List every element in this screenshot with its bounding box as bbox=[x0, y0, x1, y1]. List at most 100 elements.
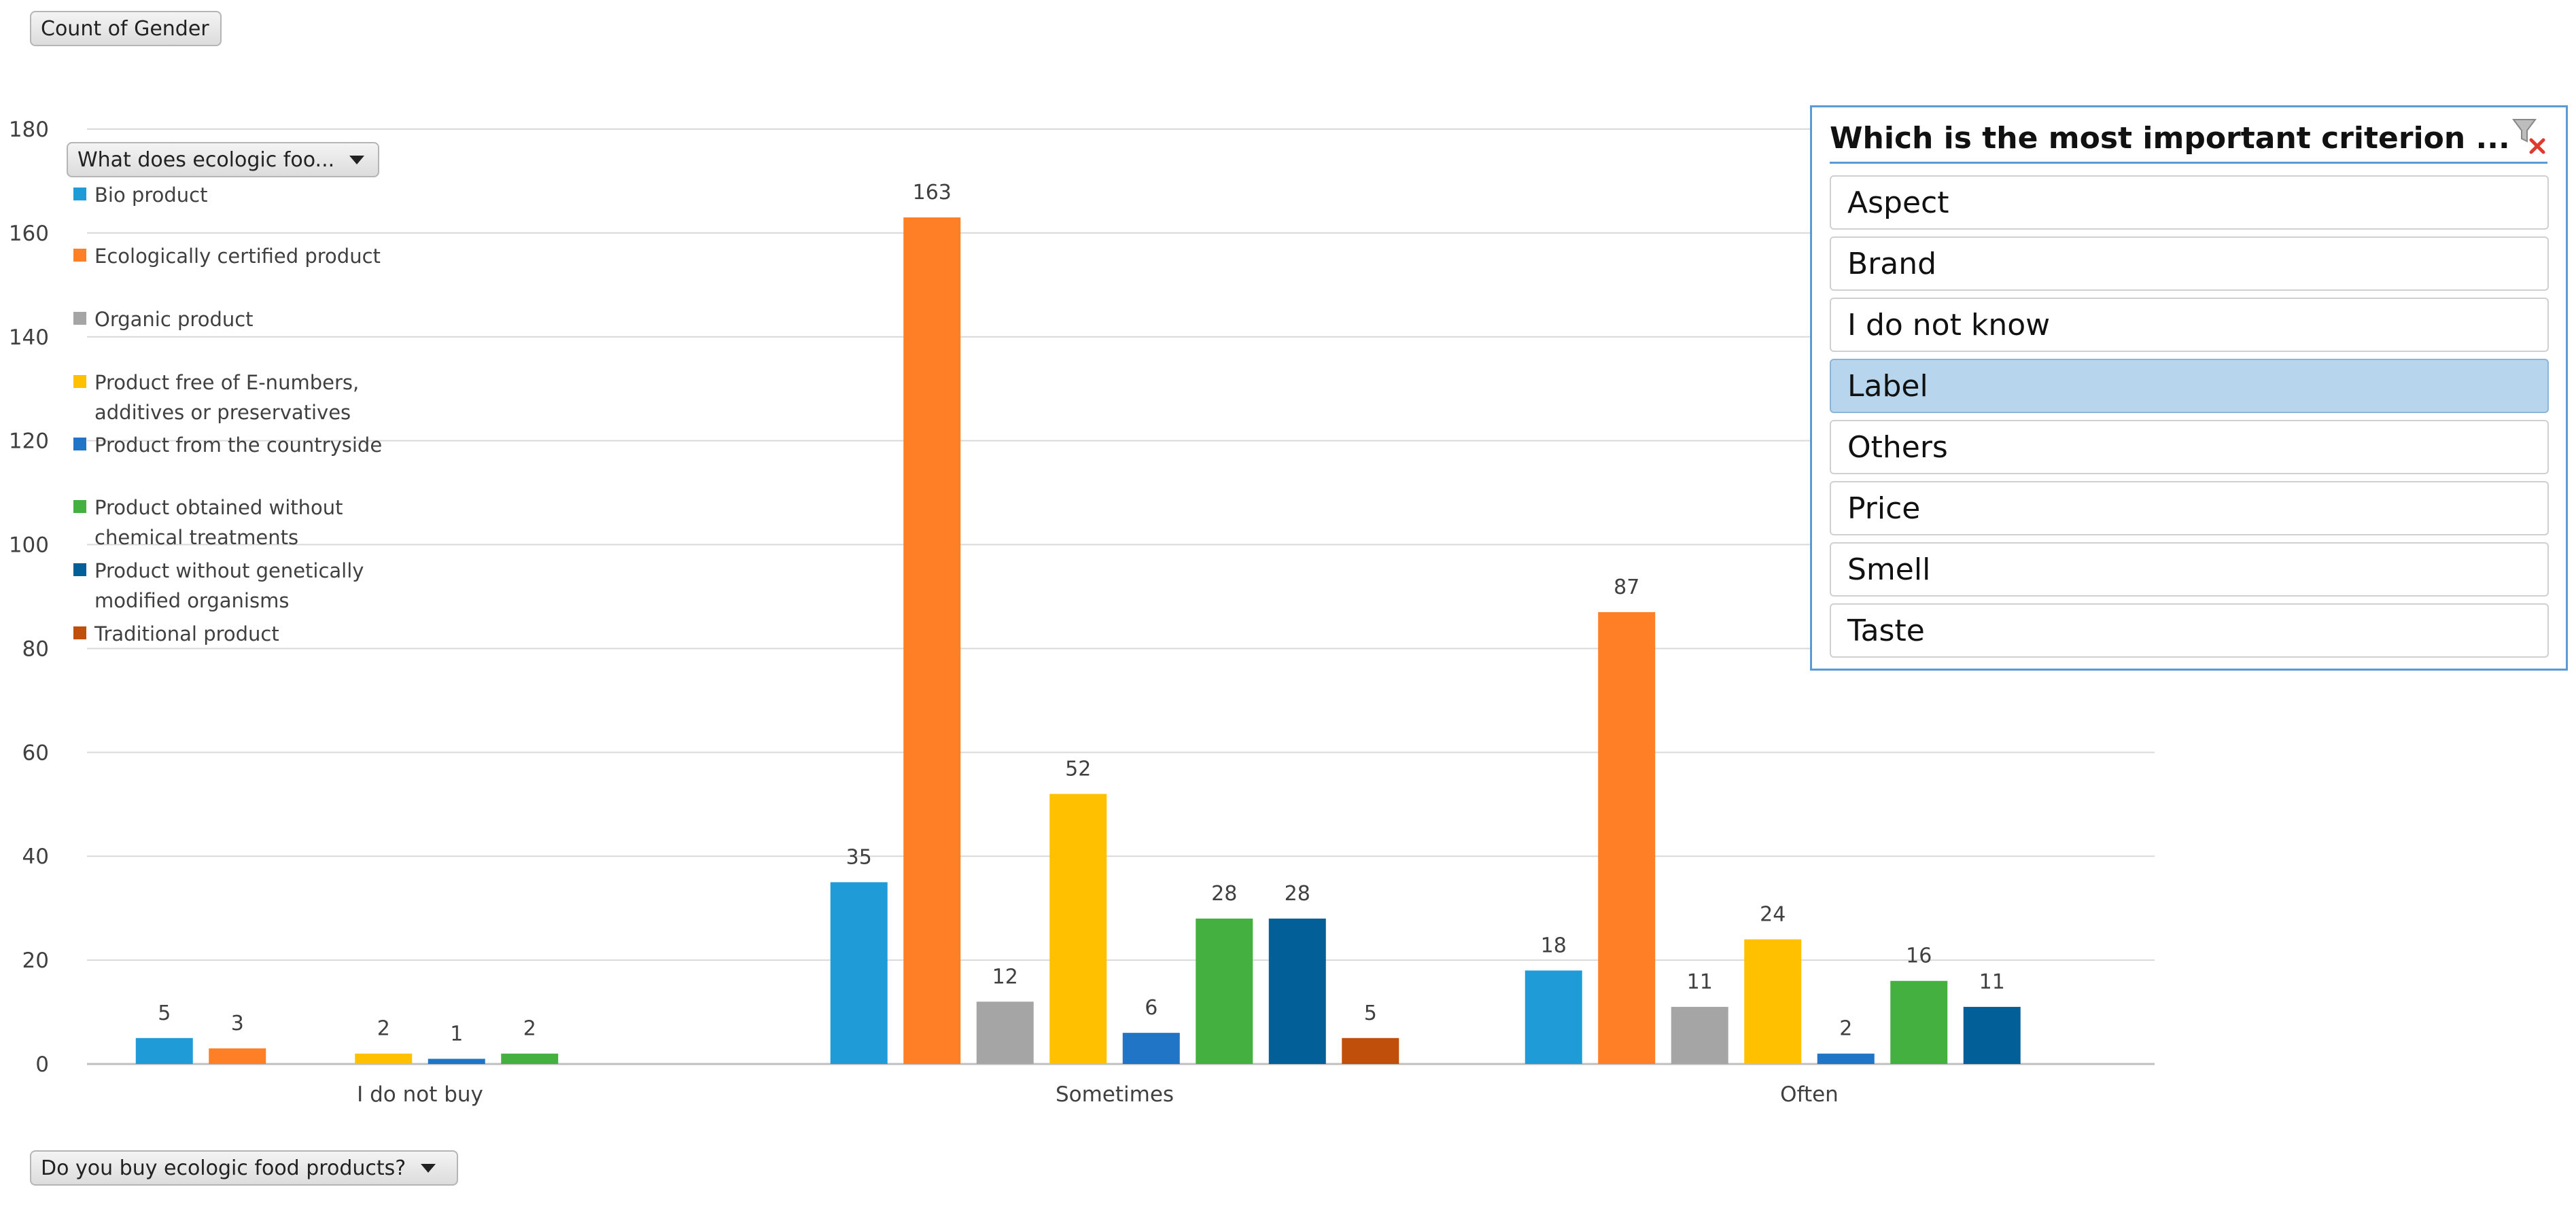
bar bbox=[1196, 918, 1253, 1064]
bar bbox=[1671, 1006, 1728, 1064]
slicer-item-aspect[interactable]: Aspect bbox=[1830, 175, 2549, 230]
bar bbox=[976, 1001, 1034, 1064]
y-tick-label: 140 bbox=[9, 325, 49, 350]
y-axis-ticks: 0 20 40 60 80 100 120 140 160 180 bbox=[9, 118, 49, 1077]
legend-item: Bio product bbox=[73, 180, 387, 210]
bar bbox=[1342, 1037, 1399, 1064]
data-label: 2 bbox=[523, 1017, 536, 1041]
bar bbox=[501, 1053, 559, 1064]
slicer-item-label[interactable]: Label bbox=[1830, 359, 2549, 413]
bar bbox=[830, 882, 888, 1064]
y-tick-label: 160 bbox=[9, 221, 49, 246]
legend-item: Product free of E-numbers, additives or … bbox=[73, 368, 387, 427]
bar bbox=[1268, 918, 1326, 1064]
data-label: 24 bbox=[1760, 903, 1786, 927]
bar bbox=[355, 1053, 413, 1064]
bar bbox=[1122, 1033, 1180, 1064]
legend-item: Organic product bbox=[73, 304, 387, 334]
data-label: 2 bbox=[377, 1017, 390, 1041]
data-label: 16 bbox=[1906, 944, 1932, 968]
axis-field-button[interactable]: Do you buy ecologic food products? bbox=[30, 1150, 458, 1186]
legend-item: Traditional product bbox=[73, 619, 387, 649]
axis-field-label: Do you buy ecologic food products? bbox=[41, 1156, 406, 1180]
data-label: 2 bbox=[1839, 1017, 1852, 1041]
data-label: 28 bbox=[1285, 882, 1310, 906]
bar bbox=[1817, 1053, 1875, 1064]
bar bbox=[1890, 980, 1948, 1064]
x-tick-label: I do not buy bbox=[357, 1082, 483, 1107]
data-label: 5 bbox=[1364, 1001, 1377, 1025]
legend-item: Product from the countryside bbox=[73, 430, 387, 460]
slicer-item-smell[interactable]: Smell bbox=[1830, 542, 2549, 597]
legend-swatch bbox=[73, 375, 86, 388]
slicer-item-i-do-not-know[interactable]: I do not know bbox=[1830, 298, 2549, 352]
data-label: 52 bbox=[1065, 757, 1091, 781]
legend-label: Organic product bbox=[94, 308, 254, 331]
x-tick-label: Often bbox=[1780, 1082, 1839, 1107]
data-label: 163 bbox=[913, 181, 952, 205]
legend-swatch bbox=[73, 312, 86, 325]
data-label: 12 bbox=[992, 965, 1018, 989]
bar bbox=[209, 1048, 266, 1064]
legend-swatch bbox=[73, 500, 86, 513]
legend-label: Product obtained without chemical treatm… bbox=[94, 496, 343, 549]
legend-label: Product without genetically modified org… bbox=[94, 559, 364, 612]
slicer-item-price[interactable]: Price bbox=[1830, 481, 2549, 535]
bar bbox=[1963, 1006, 2021, 1064]
bar bbox=[135, 1037, 193, 1064]
data-label: 5 bbox=[158, 1001, 171, 1025]
data-label: 18 bbox=[1541, 934, 1567, 957]
legend-item: Product obtained without chemical treatm… bbox=[73, 493, 387, 552]
data-label: 87 bbox=[1614, 575, 1639, 599]
legend-label: Product from the countryside bbox=[94, 433, 383, 457]
bars bbox=[135, 217, 2021, 1064]
y-tick-label: 80 bbox=[22, 637, 49, 661]
bar bbox=[1598, 611, 1656, 1064]
y-tick-label: 40 bbox=[22, 845, 49, 869]
slicer-item-taste[interactable]: Taste bbox=[1830, 603, 2549, 658]
legend-swatch bbox=[73, 626, 86, 639]
legend-label: Traditional product bbox=[94, 622, 279, 645]
bar bbox=[1744, 939, 1802, 1064]
slicer-divider bbox=[1830, 162, 2547, 164]
data-label: 35 bbox=[846, 845, 872, 869]
y-tick-label: 120 bbox=[9, 429, 49, 454]
dropdown-arrow-icon bbox=[349, 155, 365, 164]
y-tick-label: 0 bbox=[35, 1052, 49, 1077]
slicer-item-brand[interactable]: Brand bbox=[1830, 236, 2549, 291]
legend-swatch bbox=[73, 563, 86, 576]
bar bbox=[1525, 970, 1582, 1064]
legend-label: Product free of E-numbers, additives or … bbox=[94, 371, 360, 424]
data-label: 28 bbox=[1211, 882, 1237, 906]
legend-label: Ecologically certified product bbox=[94, 245, 381, 268]
legend-swatch bbox=[73, 438, 86, 450]
slicer-item-others[interactable]: Others bbox=[1830, 420, 2549, 474]
dropdown-arrow-icon bbox=[421, 1163, 436, 1173]
data-label: 3 bbox=[231, 1012, 244, 1035]
y-tick-label: 180 bbox=[9, 118, 49, 142]
criterion-slicer: Which is the most important criterion ..… bbox=[1810, 105, 2568, 671]
x-tick-label: Sometimes bbox=[1056, 1082, 1174, 1107]
legend-item: Ecologically certified product bbox=[73, 241, 387, 271]
bar bbox=[1049, 794, 1107, 1064]
y-tick-label: 100 bbox=[9, 533, 49, 558]
legend-swatch bbox=[73, 188, 86, 200]
y-tick-label: 60 bbox=[22, 741, 49, 765]
slicer-title: Which is the most important criterion ..… bbox=[1830, 121, 2510, 156]
data-label: 11 bbox=[1979, 970, 2005, 994]
values-field-button[interactable]: Count of Gender bbox=[30, 11, 222, 46]
legend-label: Bio product bbox=[94, 183, 208, 207]
y-tick-label: 20 bbox=[22, 948, 49, 973]
legend-item: Product without genetically modified org… bbox=[73, 556, 387, 616]
legend-field-button[interactable]: What does ecologic foo... bbox=[67, 142, 379, 177]
values-field-label: Count of Gender bbox=[41, 16, 209, 41]
bar bbox=[903, 217, 961, 1064]
data-label: 11 bbox=[1687, 970, 1713, 994]
data-label: 6 bbox=[1145, 996, 1158, 1020]
clear-filter-icon[interactable] bbox=[2511, 117, 2549, 155]
bar bbox=[428, 1059, 485, 1064]
legend-field-label: What does ecologic foo... bbox=[77, 147, 335, 172]
legend-swatch bbox=[73, 249, 86, 262]
